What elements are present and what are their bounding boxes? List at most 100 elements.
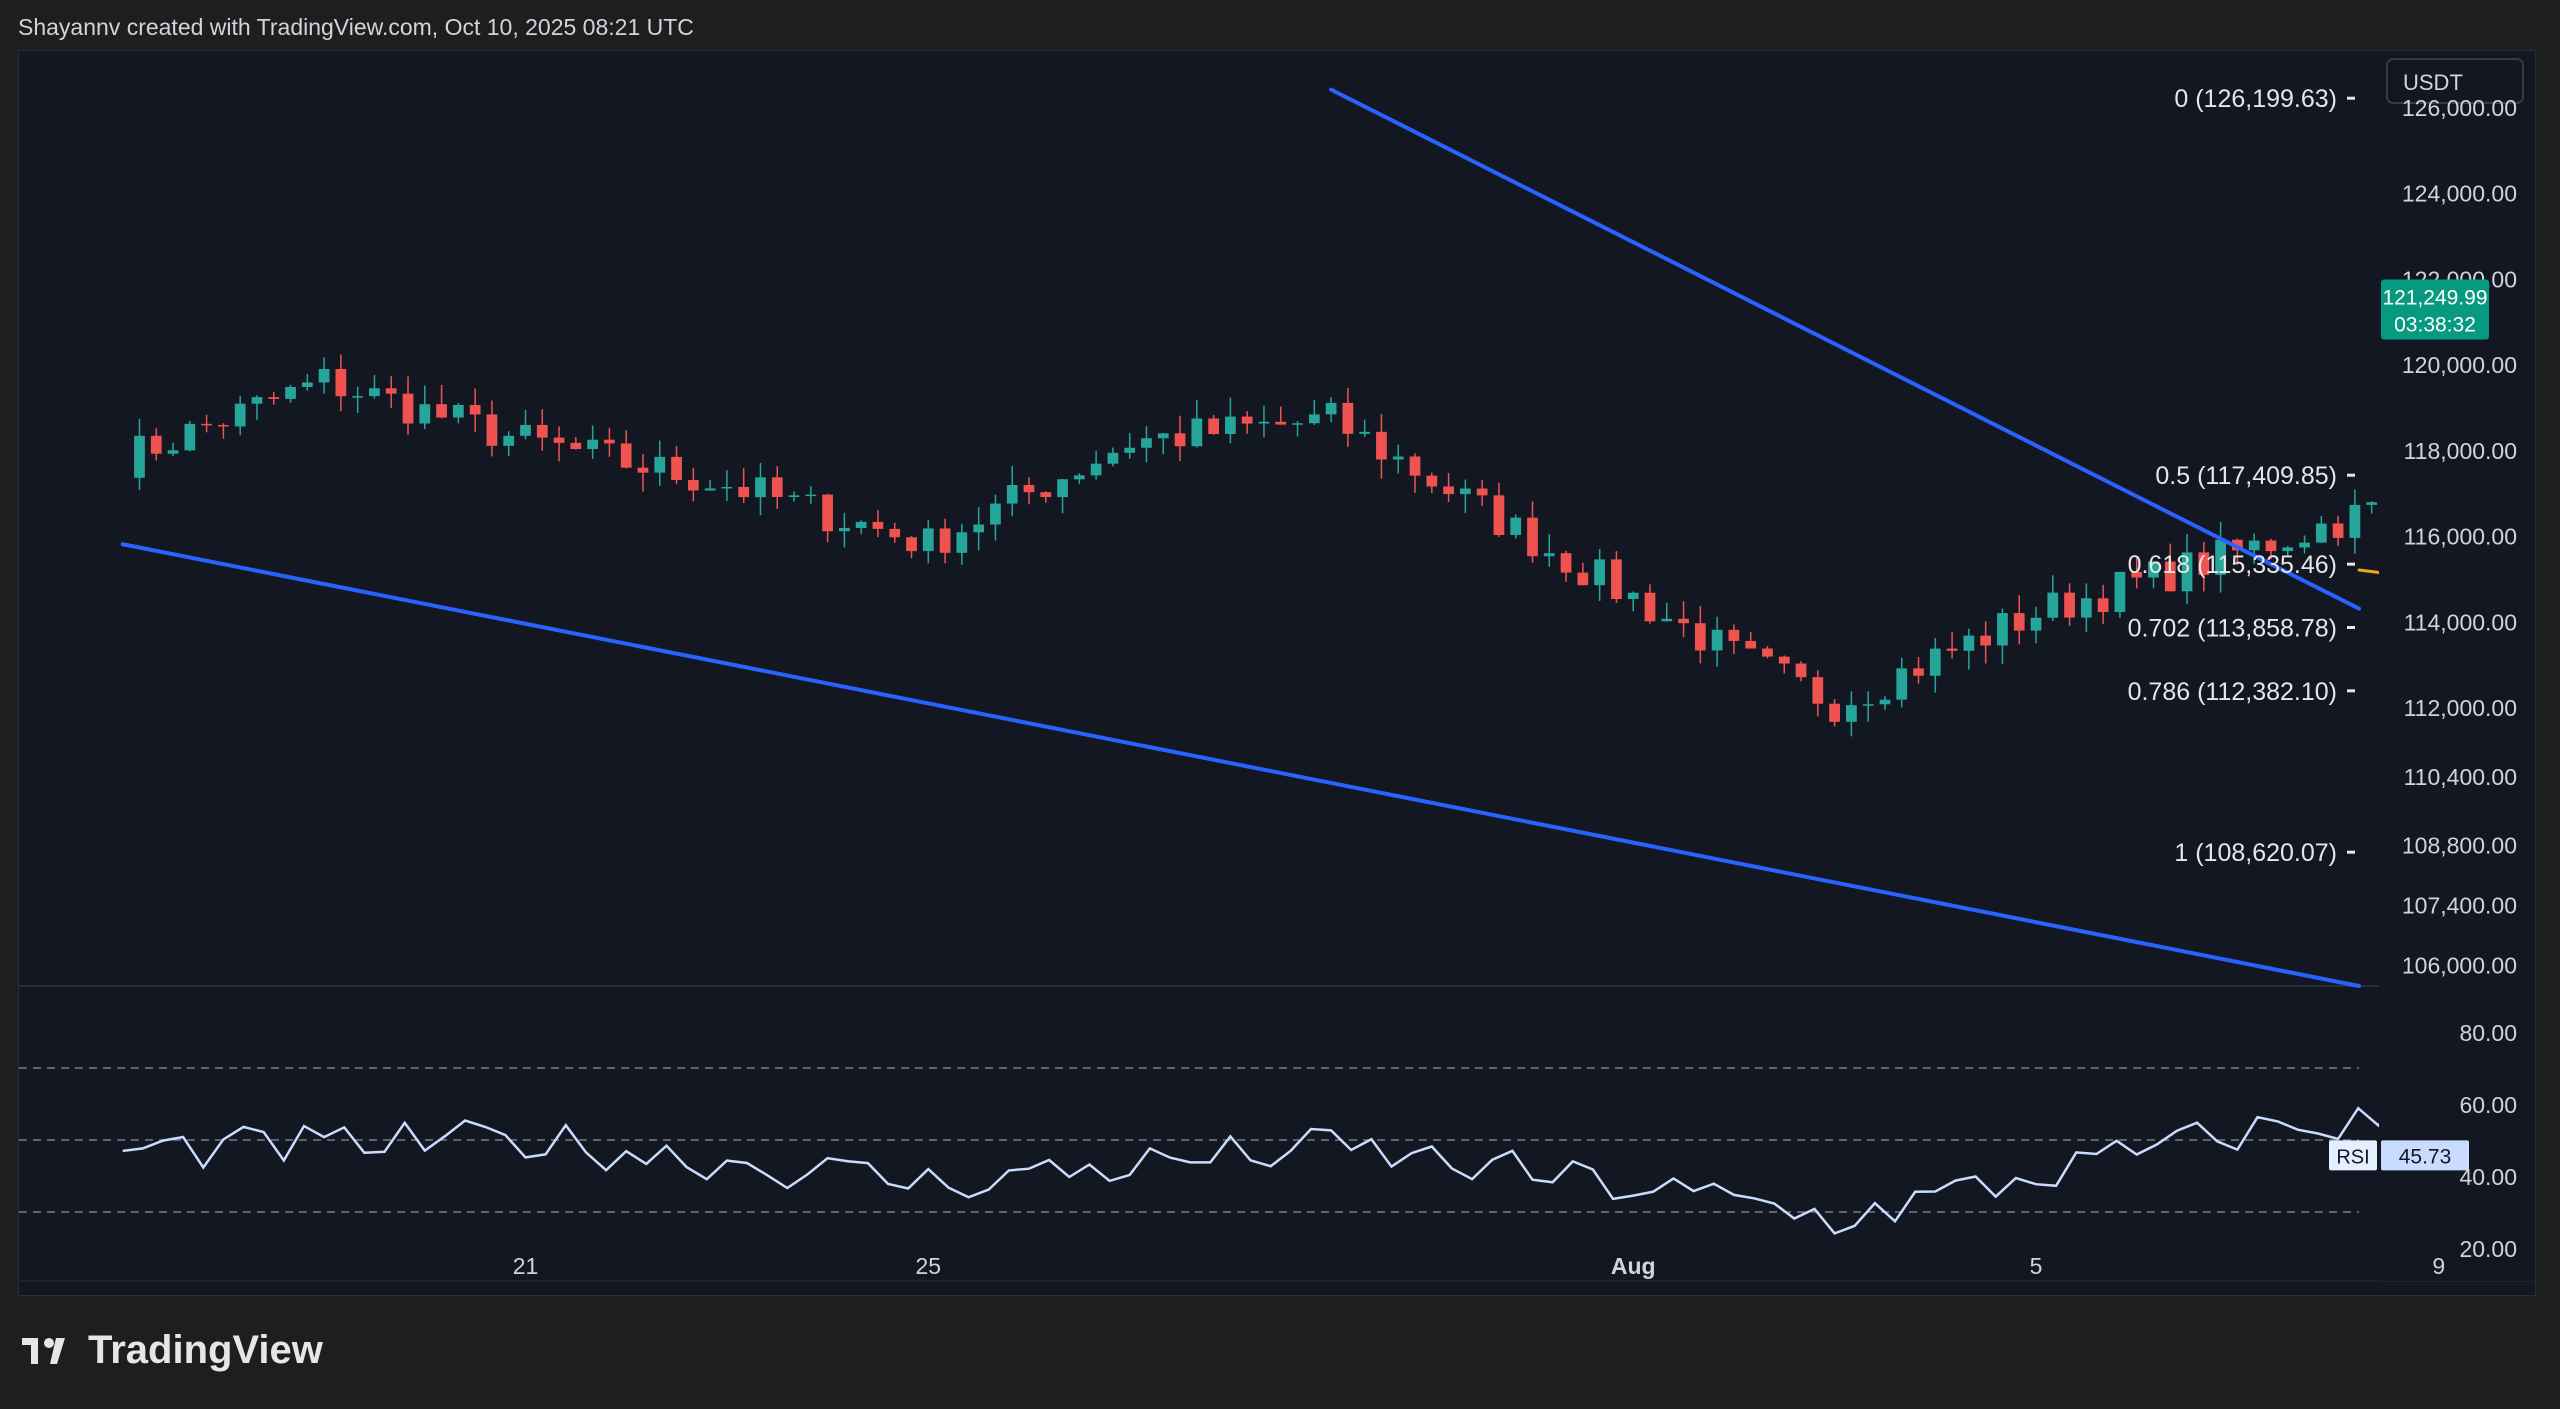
candle-body	[1627, 592, 1639, 600]
candle-body	[620, 443, 632, 468]
rsi-name-badge	[2329, 1140, 2377, 1171]
current-price-badge	[2381, 279, 2489, 340]
candle-body	[1476, 488, 1488, 496]
candle-body	[234, 403, 246, 427]
candle-body	[1141, 438, 1152, 448]
time-tick-label: 21	[513, 1253, 539, 1279]
price-tick-label: 116,000.00	[2404, 524, 2517, 550]
fib-level-label: 0.786 (112,382.10)	[2128, 678, 2337, 706]
currency-label: USDT	[2403, 70, 2463, 95]
price-tick-label: 107,400.00	[2402, 893, 2517, 919]
candle-body	[1946, 648, 1958, 651]
rsi-name: RSI	[2336, 1146, 2369, 1168]
fib-level-label: 1 (108,620.07)	[2174, 839, 2337, 867]
candle-body	[839, 527, 850, 532]
price-tick-label: 112,000.00	[2404, 695, 2517, 721]
channel-lower-line	[120, 542, 2361, 988]
candle-body	[1560, 553, 1572, 573]
candle-body	[1006, 484, 1018, 504]
candle-body	[2148, 561, 2159, 578]
candle-body	[520, 424, 531, 436]
candle-body	[301, 382, 313, 387]
candle-body	[1678, 618, 1689, 624]
candle-body	[2198, 552, 2210, 575]
candle-body	[2215, 539, 2226, 575]
candle-body	[486, 414, 498, 446]
candle-body	[1225, 416, 1236, 434]
fib-level-label: 0.618 (115,335.46)	[2128, 551, 2337, 579]
candle-body	[1443, 486, 1454, 495]
candle-body	[1879, 699, 1891, 705]
candle-body	[452, 404, 464, 418]
price-tick-label: 108,800.00	[2402, 832, 2517, 858]
candle-body	[956, 532, 968, 553]
time-tick-label: 5	[2030, 1253, 2043, 1279]
candle-body	[352, 396, 364, 398]
candle-body	[2114, 571, 2126, 613]
candle-body	[469, 404, 481, 415]
price-chart[interactable]: 0 (126,199.63) 0.5 (117,409.85) 0.618 (115…	[19, 51, 2535, 1295]
price-tick-label: 106,000.00	[2402, 953, 2517, 979]
candle-body	[536, 424, 548, 438]
candle-body	[150, 435, 162, 454]
candle-body	[1694, 623, 1706, 651]
rsi-line	[122, 1091, 2535, 1235]
candle-body	[889, 528, 901, 538]
candle-body	[2080, 598, 2092, 618]
current-price-value: 121,249.99	[2382, 286, 2487, 309]
candle-body	[922, 528, 934, 552]
candle-body	[570, 442, 582, 450]
candle-body	[419, 404, 431, 424]
time-tick-label: 9	[2432, 1253, 2445, 1279]
candle-body	[2047, 592, 2059, 618]
candle-body	[1107, 452, 1119, 464]
candle-body	[637, 467, 649, 473]
candle-body	[2248, 540, 2260, 551]
candle-body	[2064, 592, 2075, 618]
candle-body	[1644, 592, 1656, 622]
candle-body	[1157, 433, 1169, 439]
rsi-value-badge	[2381, 1140, 2469, 1171]
candle-body	[285, 386, 296, 399]
candle-body	[436, 404, 447, 418]
candle-body	[2349, 504, 2361, 538]
price-tick-label: 110,400.00	[2404, 764, 2517, 790]
price-tick-label: 120,000.00	[2402, 352, 2517, 378]
candle-body	[1241, 416, 1253, 424]
candle-body	[369, 388, 380, 397]
candle-body	[1359, 431, 1371, 434]
candle-body	[2366, 502, 2378, 505]
time-tick-label: Aug	[1611, 1253, 1656, 1279]
price-tick-label: 124,000.00	[2402, 181, 2517, 207]
price-tick-label: 114,000.00	[2404, 609, 2517, 635]
candle-body	[805, 494, 817, 497]
candle-body	[1275, 421, 1287, 425]
tradingview-logo[interactable]: TradingView	[22, 1328, 323, 1373]
candle-body	[939, 528, 951, 553]
chart-caption: Shayannv created with TradingView.com, O…	[18, 14, 694, 40]
candle-body	[738, 486, 750, 498]
candle-body	[1963, 635, 1975, 651]
candle-body	[687, 479, 699, 491]
candle-body	[1728, 629, 1740, 641]
chart-frame[interactable]: 0 (126,199.63) 0.5 (117,409.85) 0.618 (115…	[18, 50, 2536, 1296]
candle-body	[218, 425, 229, 427]
fib-level-label: 0.5 (117,409.85)	[2155, 462, 2337, 490]
candle-body	[2282, 547, 2294, 552]
candle-body	[1191, 418, 1203, 447]
candle-body	[1090, 463, 1102, 476]
candle-body	[1762, 648, 1773, 657]
candle-body	[1510, 517, 1522, 535]
candle-body	[167, 450, 179, 454]
candle-body	[1711, 629, 1723, 651]
candle-body	[1543, 553, 1555, 557]
candle-body	[1812, 677, 1824, 704]
price-tick-label: 118,000.00	[2404, 438, 2517, 464]
candle-body	[855, 521, 867, 528]
candle-body	[1073, 475, 1085, 480]
candle-body	[1376, 431, 1387, 460]
candle-body	[671, 456, 682, 480]
candle-body	[1057, 479, 1068, 498]
candle-body	[1527, 517, 1538, 557]
candle-body	[1577, 572, 1589, 586]
